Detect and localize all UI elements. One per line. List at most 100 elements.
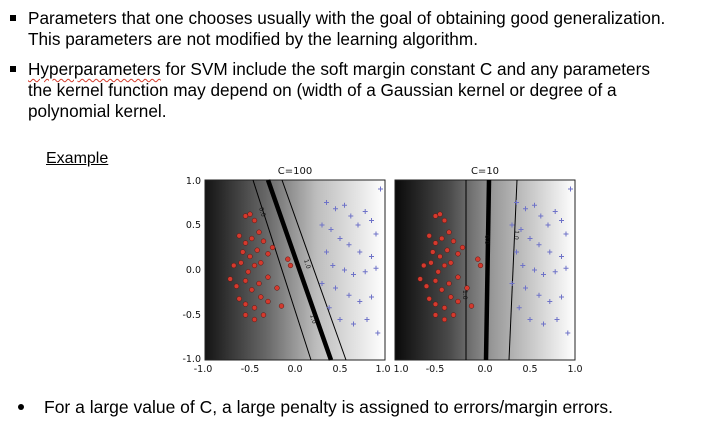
bullet-item-parameters: Parameters that one chooses usually with… (28, 8, 718, 50)
data-point-plus (518, 227, 524, 232)
x-tick-label: -0.5 (426, 364, 445, 375)
data-point-circle (432, 240, 439, 246)
data-point-plus (330, 263, 336, 268)
data-point-plus (373, 265, 379, 271)
data-point-plus (520, 263, 526, 268)
data-point-circle (417, 276, 423, 282)
data-point-plus (337, 317, 343, 322)
data-point-circle (448, 260, 454, 266)
bullet-item-hyperparameters: Hyperparameters for SVM include the soft… (28, 59, 718, 122)
data-point-circle (242, 278, 249, 284)
data-point-plus (516, 305, 522, 311)
data-point-circle (441, 305, 448, 311)
data-point-plus (527, 236, 533, 241)
data-point-circle (477, 262, 484, 269)
data-point-circle (441, 316, 448, 323)
data-point-plus (362, 209, 368, 214)
x-tick-label: -1.0 (194, 364, 213, 375)
data-point-plus (541, 272, 546, 277)
x-tick-label: -0.5 (241, 364, 260, 375)
data-point-circle (258, 294, 264, 300)
data-point-circle (441, 262, 448, 269)
data-point-circle (269, 244, 276, 251)
y-tick-label: 0.0 (186, 265, 201, 276)
data-point-plus (559, 218, 564, 223)
decision-boundary (265, 179, 334, 361)
plot-area (204, 179, 386, 361)
y-tick-label: -1.0 (182, 354, 201, 365)
data-point-circle (455, 298, 461, 305)
data-point-plus (369, 218, 374, 223)
data-point-circle (260, 312, 267, 318)
data-point-plus (509, 281, 515, 286)
data-point-circle (446, 229, 452, 235)
data-point-plus (333, 285, 338, 291)
data-point-circle (423, 283, 430, 289)
hyperparameters-word: Hyperparameters (28, 59, 161, 79)
x-tick-label: 1.0 (375, 364, 390, 375)
data-point-circle (251, 305, 258, 311)
svm-figure: C=100 0.0 1.0 1.0 1.0 0.5 0.0 -0.5 -1.0 … (165, 160, 595, 385)
data-point-circle (437, 253, 443, 260)
data-point-circle (285, 256, 291, 262)
data-point-circle (446, 280, 452, 287)
data-point-plus (369, 254, 374, 259)
data-point-circle (260, 238, 267, 244)
data-point-circle (242, 301, 249, 307)
data-point-plus (328, 227, 334, 232)
bullet-line-rest: for SVM include the soft margin constant… (160, 59, 650, 79)
data-point-circle (274, 285, 280, 291)
x-tick-label: 0.0 (287, 364, 302, 375)
data-point-circle (233, 283, 240, 289)
data-point-circle (251, 316, 258, 323)
data-point-plus (342, 267, 347, 273)
data-point-plus (552, 269, 558, 275)
contour-label: 1.0 (308, 313, 318, 324)
data-point-circle (421, 262, 427, 269)
data-point-plus (342, 202, 347, 208)
data-point-plus (563, 231, 569, 237)
data-point-circle (426, 233, 432, 239)
data-point-plus (523, 206, 528, 212)
data-points (227, 186, 383, 336)
data-point-circle (256, 280, 262, 287)
data-point-plus (375, 330, 381, 336)
data-point-circle (432, 213, 439, 219)
y-tick-label: 0.5 (186, 220, 201, 231)
data-point-circle (236, 233, 242, 239)
contour-line (281, 179, 347, 361)
data-point-circle (249, 287, 255, 293)
data-point-plus (538, 213, 544, 219)
bullet-line: Parameters that one chooses usually with… (28, 8, 666, 28)
data-point-plus (333, 206, 338, 212)
data-point-circle (287, 262, 294, 269)
data-point-circle (265, 274, 271, 280)
example-label: Example (46, 150, 109, 167)
data-point-plus (326, 305, 332, 311)
data-point-circle (430, 249, 436, 255)
data-point-circle (464, 285, 470, 291)
data-point-plus (346, 242, 352, 248)
data-point-circle (251, 262, 258, 269)
decision-boundary (483, 179, 492, 361)
data-point-plus (324, 249, 329, 255)
bullet-marker (10, 66, 16, 72)
bullet-line: This parameters are not modified by the … (28, 29, 478, 49)
data-point-circle (247, 211, 253, 217)
data-point-circle (247, 253, 253, 260)
data-point-circle (428, 260, 434, 266)
data-point-plus (527, 317, 533, 322)
data-point-circle (256, 229, 262, 235)
data-point-circle (450, 238, 457, 244)
y-tick-label: 1.0 (186, 176, 201, 187)
data-point-plus (346, 292, 352, 298)
data-point-plus (369, 294, 374, 300)
data-point-plus (337, 236, 343, 241)
data-point-circle (242, 240, 249, 246)
data-point-plus (536, 242, 542, 248)
contour-line (252, 179, 312, 361)
x-tick-label: 0.5 (522, 364, 537, 375)
data-point-plus (514, 200, 519, 205)
data-point-plus (509, 222, 515, 228)
data-point-circle (437, 211, 443, 217)
